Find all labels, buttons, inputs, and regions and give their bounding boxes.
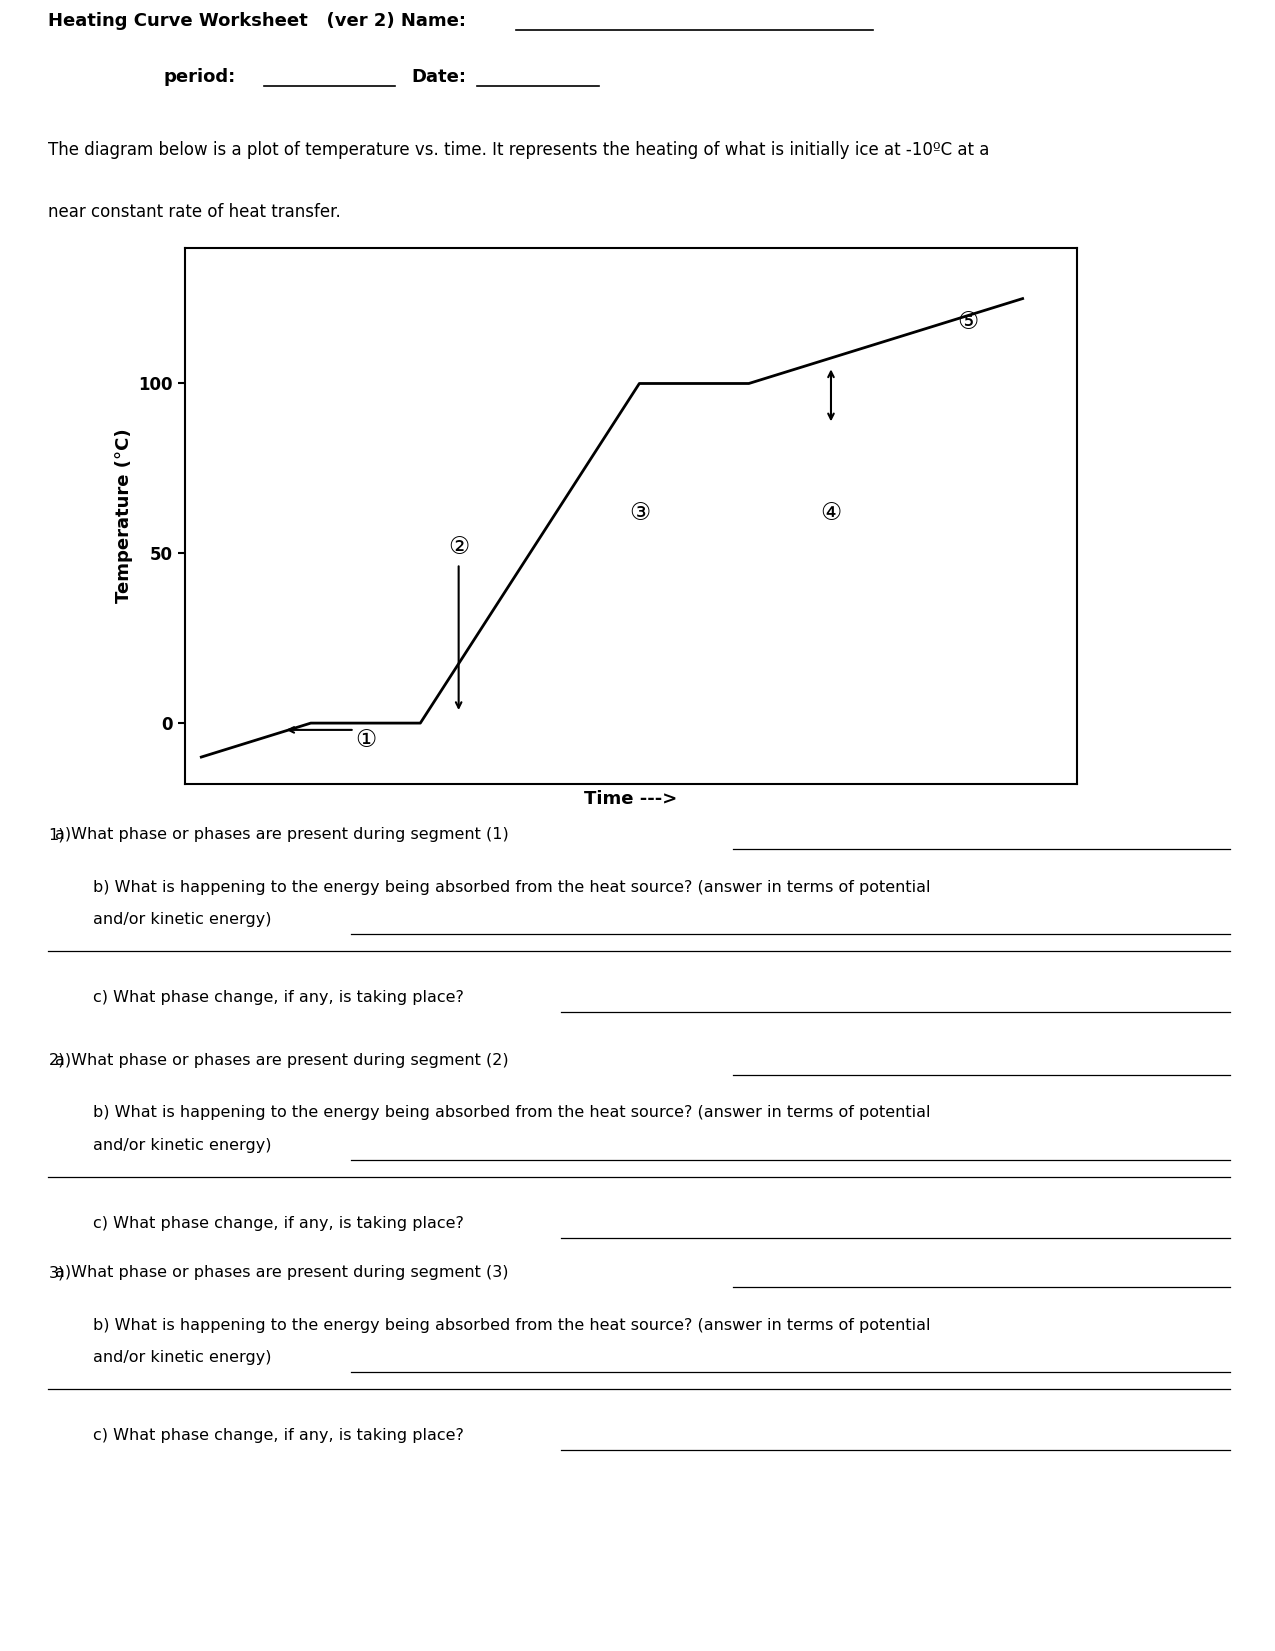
Text: period:: period: [163, 68, 236, 86]
Text: b) What is happening to the energy being absorbed from the heat source? (answer : b) What is happening to the energy being… [93, 880, 931, 895]
Text: b) What is happening to the energy being absorbed from the heat source? (answer : b) What is happening to the energy being… [93, 1317, 931, 1332]
Text: 3): 3) [48, 1265, 65, 1280]
Text: a)What phase or phases are present during segment (2): a)What phase or phases are present durin… [55, 1053, 514, 1068]
Text: c) What phase change, if any, is taking place?: c) What phase change, if any, is taking … [93, 991, 469, 1005]
Text: ⑤: ⑤ [958, 310, 978, 335]
Text: ④: ④ [820, 500, 842, 525]
Text: Heating Curve Worksheet   (ver 2) Name:: Heating Curve Worksheet (ver 2) Name: [48, 13, 467, 30]
Text: c) What phase change, if any, is taking place?: c) What phase change, if any, is taking … [93, 1428, 469, 1443]
Text: b) What is happening to the energy being absorbed from the heat source? (answer : b) What is happening to the energy being… [93, 1105, 931, 1121]
Text: Date:: Date: [412, 68, 467, 86]
X-axis label: Time --->: Time ---> [584, 789, 678, 807]
Text: c) What phase change, if any, is taking place?: c) What phase change, if any, is taking … [93, 1215, 469, 1230]
Text: a)What phase or phases are present during segment (1): a)What phase or phases are present durin… [55, 827, 514, 842]
Text: ②: ② [448, 535, 469, 558]
Text: and/or kinetic energy): and/or kinetic energy) [93, 1138, 277, 1152]
Text: and/or kinetic energy): and/or kinetic energy) [93, 913, 277, 928]
Text: ③: ③ [629, 500, 650, 525]
Text: 2): 2) [48, 1053, 65, 1068]
Y-axis label: Temperature (°C): Temperature (°C) [115, 429, 133, 603]
Text: ①: ① [354, 728, 376, 753]
Text: The diagram below is a plot of temperature vs. time. It represents the heating o: The diagram below is a plot of temperatu… [48, 142, 989, 158]
Text: 1): 1) [48, 827, 65, 842]
Text: and/or kinetic energy): and/or kinetic energy) [93, 1351, 277, 1365]
Text: a)What phase or phases are present during segment (3): a)What phase or phases are present durin… [55, 1265, 514, 1280]
Text: near constant rate of heat transfer.: near constant rate of heat transfer. [48, 203, 342, 221]
